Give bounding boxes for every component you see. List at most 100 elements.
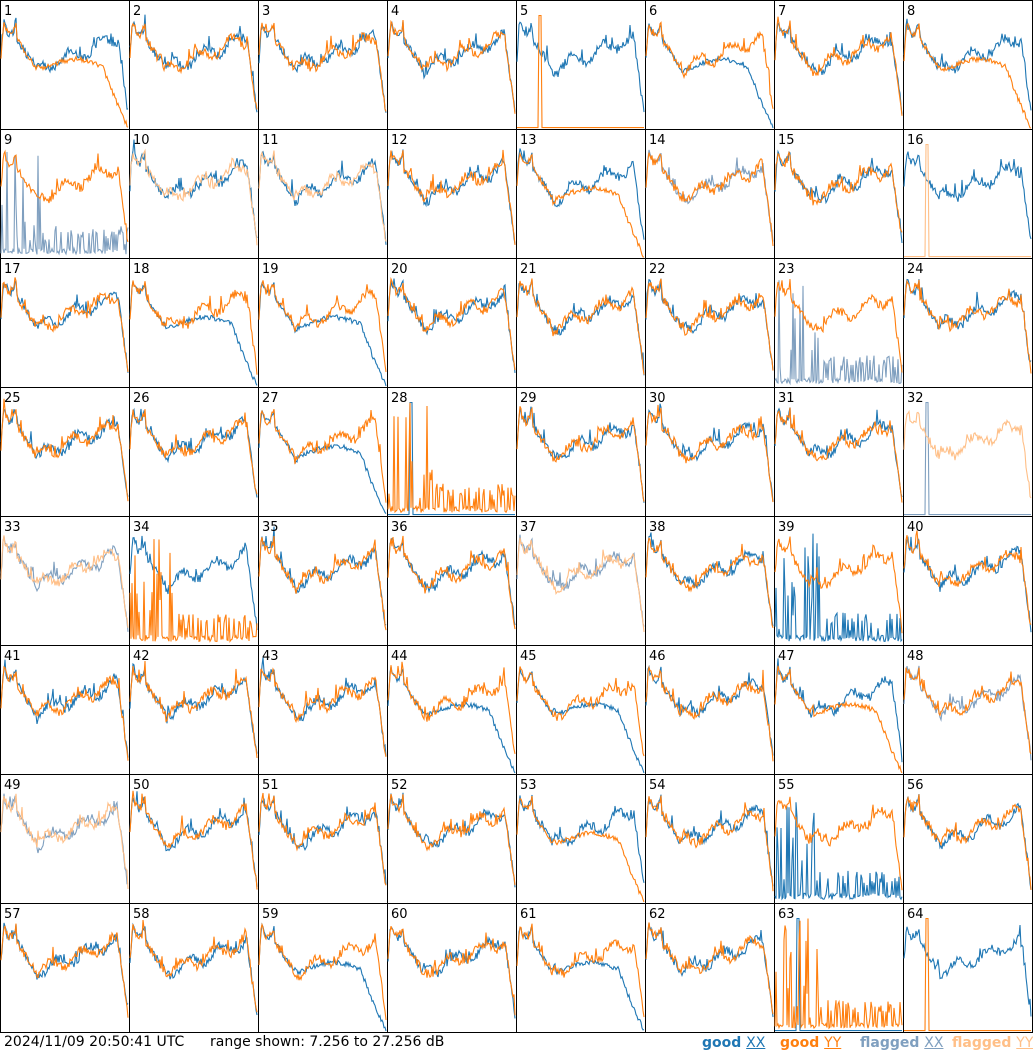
- series-yy-line: [645, 795, 774, 892]
- series-yy-line: [387, 149, 516, 246]
- series-xx-line: [0, 151, 129, 256]
- series-yy-line: [129, 539, 258, 643]
- panel-1: 1: [0, 0, 130, 130]
- series-yy-line: [258, 535, 387, 631]
- footer: 2024/11/09 20:50:41 UTC range shown: 7.2…: [0, 1033, 1033, 1053]
- panel-50: 50: [129, 774, 259, 904]
- panel-label: 1: [4, 4, 12, 19]
- panel-frame: [645, 129, 775, 259]
- panel-36: 36: [387, 516, 517, 646]
- panel-14: 14: [645, 129, 775, 259]
- panel-frame: [0, 258, 130, 388]
- panel-label: 49: [4, 778, 21, 793]
- panel-frame: [258, 387, 388, 517]
- series-yy-line: [516, 795, 645, 903]
- series-yy-line: [516, 666, 645, 757]
- panel-35: 35: [258, 516, 388, 646]
- series-yy-line: [516, 151, 645, 258]
- series-yy-line: [904, 917, 1031, 1032]
- panel-62: 62: [645, 903, 775, 1033]
- panel-34: 34: [129, 516, 259, 646]
- series-yy-line: [904, 143, 1031, 258]
- panel-10: 10: [129, 129, 259, 259]
- panel-label: 47: [778, 649, 795, 664]
- series-yy-line: [258, 667, 387, 758]
- panel-label: 52: [391, 778, 408, 793]
- panel-20: 20: [387, 258, 517, 388]
- panel-frame: [516, 0, 646, 130]
- panel-frame: [645, 903, 775, 1033]
- panel-label: 13: [520, 133, 537, 148]
- panel-frame: [774, 645, 904, 775]
- series-xx-line: [129, 535, 258, 631]
- series-xx-line: [258, 526, 387, 626]
- panel-frame: [258, 645, 388, 775]
- panel-label: 38: [649, 520, 666, 535]
- series-xx-line: [774, 658, 903, 763]
- panel-label: 27: [262, 391, 279, 406]
- panel-18: 18: [129, 258, 259, 388]
- panel-label: 44: [391, 649, 408, 664]
- panel-42: 42: [129, 645, 259, 775]
- panel-label: 50: [133, 778, 150, 793]
- panel-frame: [0, 129, 130, 259]
- series-xx-line: [645, 794, 774, 887]
- series-xx-line: [903, 18, 1032, 111]
- series-xx-line: [258, 922, 387, 1032]
- panel-label: 57: [4, 907, 21, 922]
- series-yy-line: [903, 279, 1032, 374]
- panel-label: 26: [133, 391, 150, 406]
- panel-41: 41: [0, 645, 130, 775]
- series-xx-line: [129, 791, 258, 887]
- panel-37: 37: [516, 516, 646, 646]
- panel-label: 58: [133, 907, 150, 922]
- panel-label: 7: [778, 4, 786, 19]
- series-yy-line: [774, 16, 903, 116]
- panel-frame: [516, 258, 646, 388]
- panel-22: 22: [645, 258, 775, 388]
- panel-label: 45: [520, 649, 537, 664]
- panel-label: 34: [133, 520, 150, 535]
- panel-frame: [258, 129, 388, 259]
- panel-6: 6: [645, 0, 775, 130]
- panel-frame: [774, 387, 904, 517]
- panel-label: 54: [649, 778, 666, 793]
- panel-38: 38: [645, 516, 775, 646]
- panel-label: 51: [262, 778, 279, 793]
- panel-label: 6: [649, 4, 657, 19]
- series-xx-line: [516, 406, 645, 503]
- panel-54: 54: [645, 774, 775, 904]
- series-yy-line: [0, 535, 129, 628]
- series-yy-line: [645, 404, 774, 503]
- series-yy-line: [129, 660, 258, 759]
- series-yy-line: [0, 149, 129, 243]
- panel-label: 61: [520, 907, 537, 922]
- panel-label: 64: [907, 907, 924, 922]
- panel-label: 5: [520, 4, 528, 19]
- panel-label: 14: [649, 133, 666, 148]
- panel-5: 5: [516, 0, 646, 130]
- panel-44: 44: [387, 645, 517, 775]
- series-xx-line: [258, 410, 387, 514]
- panel-label: 33: [4, 520, 21, 535]
- panel-23: 23: [774, 258, 904, 388]
- series-xx-line: [903, 278, 1032, 364]
- series-yy-line: [516, 537, 645, 633]
- panel-frame: [516, 774, 646, 904]
- series-xx-line: [258, 26, 387, 113]
- panel-frame: [258, 774, 388, 904]
- panel-53: 53: [516, 774, 646, 904]
- series-xx-line: [774, 149, 903, 244]
- panel-label: 10: [133, 133, 150, 148]
- panel-frame: [645, 516, 775, 646]
- panel-label: 18: [133, 262, 150, 277]
- series-xx-line: [774, 802, 903, 901]
- series-yy-line: [516, 406, 645, 502]
- panel-frame: [0, 903, 130, 1033]
- panel-label: 3: [262, 4, 270, 19]
- series-xx-line: [903, 924, 1032, 1017]
- series-yy-line: [516, 923, 645, 1018]
- series-yy-line: [387, 661, 516, 755]
- series-xx-line: [129, 14, 258, 113]
- panel-frame: [258, 0, 388, 130]
